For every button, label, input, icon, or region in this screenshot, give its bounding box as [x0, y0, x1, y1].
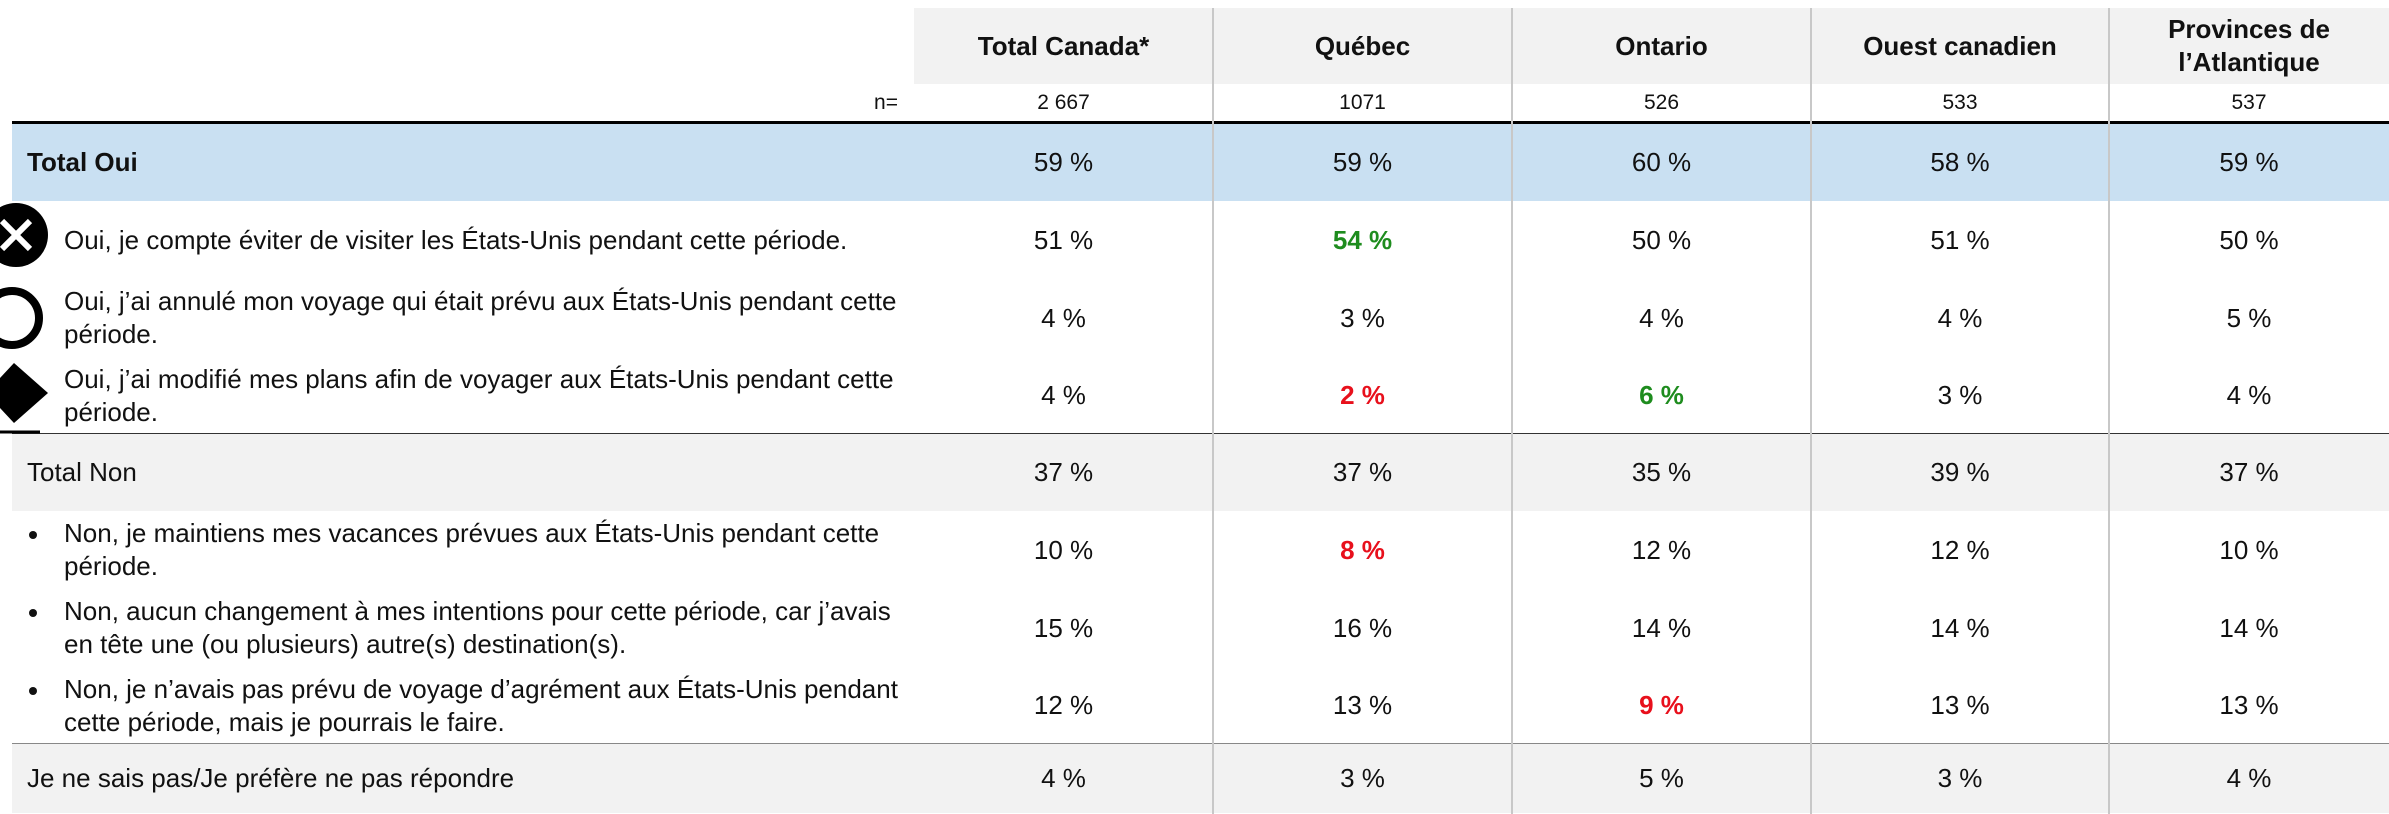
n-value: 533: [1942, 91, 1978, 114]
value-cell: 14 %: [2219, 612, 2279, 643]
value-cell: 6 %: [1639, 380, 1684, 410]
icon-diamond: [0, 363, 48, 423]
value-cell: 59 %: [1033, 147, 1094, 177]
value-cell: 4 %: [1937, 302, 1983, 333]
value-cell: 50 %: [1631, 224, 1692, 255]
row-label: Oui, j’ai modifié mes plans afin de voya…: [64, 363, 894, 427]
row-icons: [0, 203, 48, 434]
value-cell: 4 %: [1041, 380, 1086, 410]
value-cell: 35 %: [1631, 457, 1692, 487]
value-cell: 37 %: [1332, 457, 1393, 487]
value-cell: 4 %: [1041, 302, 1086, 333]
row-label: Oui, je compte éviter de visiter les Éta…: [64, 224, 848, 255]
value-cell: 3 %: [1340, 763, 1385, 793]
column-separator: [1810, 8, 1812, 814]
value-cell: 3 %: [1937, 380, 1983, 410]
row-label: Oui, j’ai annulé mon voyage qui était pr…: [64, 286, 897, 349]
row-background: [12, 434, 2389, 511]
value-cell: 4 %: [1639, 302, 1684, 333]
value-cell: 13 %: [1332, 690, 1393, 720]
column-header: Ouest canadien: [1811, 8, 2109, 84]
value-cell: 10 %: [1033, 534, 1094, 565]
row-label: Total Oui: [27, 147, 138, 177]
row-label: Non, aucun changement à mes intentions p…: [64, 596, 891, 659]
value-cell: 51 %: [1930, 224, 1990, 255]
value-cell: 12 %: [1930, 534, 1990, 565]
value-cell: 59 %: [2219, 147, 2279, 177]
value-cell: 8 %: [1340, 534, 1385, 565]
bullet: [29, 609, 37, 617]
value-cell: 4 %: [2226, 763, 2272, 793]
value-cell: 51 %: [1033, 224, 1094, 255]
value-cell: 2 %: [1340, 380, 1385, 410]
value-cell: 3 %: [1937, 763, 1983, 793]
column-header: Total Canada*: [914, 8, 1213, 84]
value-cell: 50 %: [2219, 224, 2279, 255]
value-cell: 10 %: [2219, 534, 2279, 565]
value-cell: 37 %: [1033, 457, 1094, 487]
row-label: Non, je maintiens mes vacances prévues a…: [64, 518, 880, 581]
row-label: Je ne sais pas/Je préfère ne pas répondr…: [27, 763, 515, 793]
column-header: Provinces de l’Atlantique: [2109, 8, 2389, 84]
n-value: 1071: [1339, 91, 1386, 114]
value-cell: 13 %: [2219, 690, 2279, 720]
column-header: Québec: [1213, 8, 1512, 84]
value-cell: 4 %: [2226, 380, 2272, 410]
value-cell: 14 %: [1631, 612, 1692, 643]
row-background: [12, 744, 2389, 813]
value-cell: 59 %: [1332, 147, 1393, 177]
value-cell: 13 %: [1930, 690, 1990, 720]
value-cell: 9 %: [1639, 690, 1684, 720]
bullet: [29, 531, 37, 539]
value-cell: 15 %: [1033, 612, 1094, 643]
value-cell: 39 %: [1930, 457, 1990, 487]
value-cell: 5 %: [1639, 763, 1684, 793]
value-cell: 5 %: [2226, 302, 2272, 333]
row-label: Non, je n’avais pas prévu de voyage d’ag…: [64, 673, 898, 737]
column-separator: [1511, 8, 1513, 814]
column-separator: [2108, 8, 2110, 814]
n-value: 526: [1643, 91, 1680, 114]
value-cell: 16 %: [1332, 612, 1393, 643]
value-cell: 60 %: [1631, 147, 1692, 177]
n-label: n=: [874, 91, 898, 114]
row-label: Total Non: [27, 457, 137, 487]
column-separator: [1212, 8, 1214, 814]
n-value: 2 667: [1037, 91, 1090, 114]
value-cell: 4 %: [1041, 763, 1086, 793]
icon-circle: [0, 287, 43, 349]
value-cell: 37 %: [2219, 457, 2279, 487]
column-header: Ontario: [1512, 8, 1811, 84]
row-background: [12, 124, 2389, 201]
header-rule: [12, 121, 2389, 124]
value-cell: 12 %: [1631, 534, 1692, 565]
value-cell: 14 %: [1930, 612, 1990, 643]
value-cell: 3 %: [1340, 302, 1385, 333]
icon-cancel: [0, 203, 48, 267]
value-cell: 54 %: [1332, 224, 1393, 255]
value-cell: 58 %: [1930, 147, 1990, 177]
n-value: 537: [2231, 91, 2267, 114]
value-cell: 12 %: [1033, 690, 1094, 720]
bullet: [29, 687, 37, 695]
